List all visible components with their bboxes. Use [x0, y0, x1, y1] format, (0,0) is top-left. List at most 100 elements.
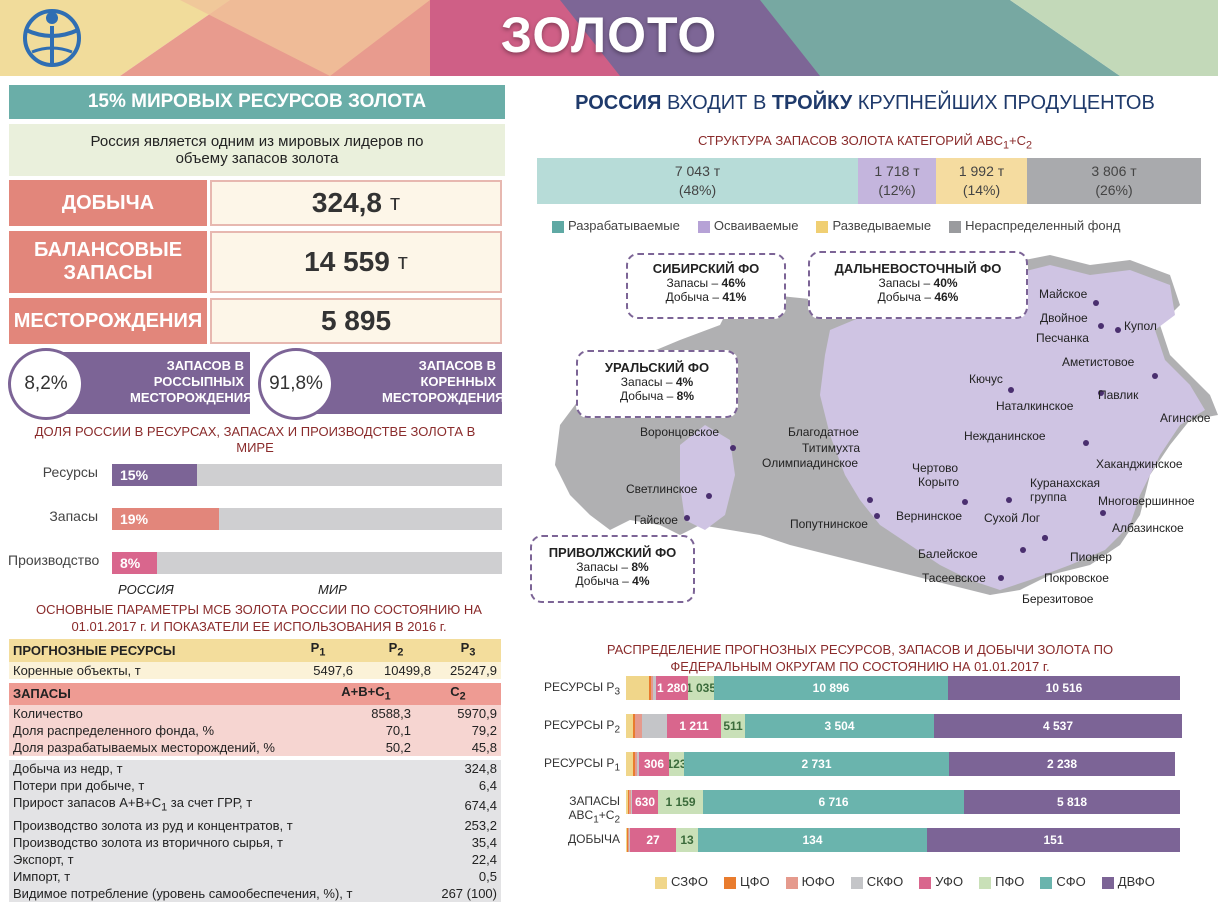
structure-value: 1 992 т: [958, 163, 1005, 179]
stat-number: 14 559: [304, 246, 390, 277]
distribution-row-label: РЕСУРСЫ P1: [544, 756, 620, 774]
deposit-dot: [1098, 323, 1104, 329]
deposit-label: Корыто: [918, 475, 959, 489]
fo-box-far-east: ДАЛЬНЕВОСТОЧНЫЙ ФО Запасы – 40% Добыча –…: [808, 251, 1028, 319]
deposit-label: Олимпиадинское: [762, 456, 859, 470]
params-table-wrap: ПРОГНОЗНЫЕ РЕСУРСЫ P1 P2 P3 Коренные объ…: [9, 639, 501, 902]
legend-swatch: [919, 876, 932, 889]
headline-text: КРУПНЕЙШИХ ПРОДУЦЕНТОВ: [852, 92, 1155, 114]
deposit-label: Кючус: [969, 372, 1003, 386]
table-cell: Коренные объекты, т: [9, 661, 279, 679]
stat-label-mining: ДОБЫЧА: [9, 180, 207, 226]
deposit-label: Двойное: [1040, 311, 1088, 325]
distribution-row-label: ЗАПАСЫ ABC1+C2: [568, 794, 621, 826]
distribution-segment: 1 035: [688, 676, 714, 700]
table-row: Доля разрабатываемых месторождений, % 50…: [9, 739, 501, 757]
distribution-segment: [626, 676, 649, 700]
deposit-label: Албазинское: [1112, 521, 1184, 535]
distribution-segment: [628, 828, 629, 852]
distribution-segment: 6 716: [703, 790, 964, 814]
legend-item: Нераспределенный фонд: [949, 218, 1120, 233]
deposit-label: Агинское: [1160, 411, 1211, 425]
usage-table: Добыча из недр, т 324,8 Потери при добыче…: [9, 760, 501, 902]
deposit-dot: [1100, 510, 1106, 516]
structure-title: СТРУКТУРА ЗАПАСОВ ЗОЛОТА КАТЕГОРИЙ ABC1+…: [697, 133, 1033, 152]
distribution-segment: [642, 714, 667, 738]
fo-line: Добыча – 46%: [877, 290, 959, 304]
deposit-dot: [1006, 497, 1012, 503]
distribution-segment: 306: [639, 752, 669, 776]
stat-value-deposits: 5 895: [210, 298, 502, 344]
table-cell: 79,2: [415, 722, 501, 740]
deposit-dot: [1042, 535, 1048, 541]
legend-swatch: [697, 220, 710, 233]
fo-line: Добыча – 41%: [665, 290, 747, 304]
russia-map: СИБИРСКИЙ ФО Запасы – 46% Добыча – 41% Д…: [530, 245, 1218, 635]
share-bar-track: [112, 552, 502, 574]
lode-deposits-box: ЗАПАСОВ В КОРЕННЫХ МЕСТОРОЖДЕНИЯХ: [312, 352, 513, 414]
distribution-segment: 13: [676, 828, 698, 852]
table-header-cell: ПРОГНОЗНЫЕ РЕСУРСЫ: [9, 639, 279, 662]
lode-percent-circle: 91,8%: [258, 348, 334, 420]
distribution-segment: [653, 676, 656, 700]
share-bar-fill: 19%: [112, 508, 219, 530]
distribution-bar: 306 123 2 731 2 238: [626, 752, 1181, 776]
deposit-dot: [874, 513, 880, 519]
distribution-segment: 630: [632, 790, 658, 814]
deposit-dot: [730, 445, 736, 451]
distribution-segment: [633, 752, 635, 776]
legend-swatch: [850, 876, 863, 889]
page-title: ЗОЛОТО: [500, 7, 718, 63]
deposit-dot: [1008, 387, 1014, 393]
deposit-label: Гайское: [634, 513, 678, 527]
table-row: Коренные объекты, т 5497,6 10499,8 25247…: [9, 661, 501, 679]
reserves-table: ЗАПАСЫ A+B+C1 C2 Количество 8588,3 5970,…: [9, 682, 501, 761]
structure-percent: (48%): [678, 182, 717, 198]
legend-item: СЗФО: [655, 874, 708, 889]
legend-item: СКФО: [850, 874, 903, 889]
deposit-label: Сухой Лог: [984, 511, 1041, 525]
deposit-label: Майское: [1039, 287, 1088, 301]
deposit-dot: [962, 499, 968, 505]
legend-swatch: [1101, 876, 1114, 889]
distribution-segment: [637, 752, 639, 776]
fo-name: СИБИРСКИЙ ФО: [652, 261, 760, 276]
fo-name: УРАЛЬСКИЙ ФО: [604, 360, 710, 375]
distribution-segment: 151: [927, 828, 1180, 852]
legend-item: ЦФО: [723, 874, 770, 889]
deposit-dot: [1083, 440, 1089, 446]
legend-item: ЮФО: [785, 874, 835, 889]
legend-item: СФО: [1040, 874, 1086, 889]
structure-bar: 7 043 т (48%) 1 718 т (12%) 1 992 т (14%) 3 80…: [537, 158, 1201, 204]
share-bar-label: Производство: [8, 552, 100, 568]
stat-unit: т: [397, 249, 408, 274]
table-row: Прирост запасов A+B+C1 за счет ГРР, т 674…: [9, 794, 501, 817]
table-header-cell: C2: [415, 682, 501, 706]
distribution-chart: РЕСУРСЫ P3 1 280 1 035 10 896 10 516 РЕСУРСЫ …: [520, 676, 1210, 866]
deposit-dot: [1098, 390, 1104, 396]
legend-item: Разрабатываемые: [552, 218, 680, 233]
structure-segment: 7 043 т (48%): [537, 158, 858, 204]
deposit-dot: [867, 497, 873, 503]
fo-line: Добыча – 8%: [619, 389, 695, 403]
distribution-segment: 10 516: [948, 676, 1180, 700]
deposit-label: Хаканджинское: [1096, 457, 1183, 471]
distribution-segment: 10 896: [714, 676, 948, 700]
world-share-banner: 15% МИРОВЫХ РЕСУРСОВ ЗОЛОТА: [9, 85, 505, 119]
distribution-segment: [629, 828, 630, 852]
table-cell: 5970,9: [415, 705, 501, 723]
map-shapes: [555, 255, 1218, 595]
table-row: ПРОГНОЗНЫЕ РЕСУРСЫ P1 P2 P3: [9, 639, 501, 662]
distribution-segment: [629, 790, 631, 814]
intro-text: Россия является одним из мировых лидеров…: [9, 124, 505, 176]
share-bar-label: Ресурсы: [42, 464, 98, 480]
distribution-legend: СЗФО ЦФО ЮФО СКФО УФО ПФО СФО ДВФО: [655, 874, 1215, 889]
distribution-segment: 5 818: [964, 790, 1180, 814]
fo-line: Запасы – 46%: [666, 276, 746, 290]
share-bar-label: Запасы: [49, 508, 98, 524]
distribution-segment: 2 731: [684, 752, 949, 776]
headline-bold: ТРОЙКУ: [771, 92, 853, 114]
table-row: Видимое потребление (уровень самообеспеч…: [9, 884, 501, 902]
fo-name: ДАЛЬНЕВОСТОЧНЫЙ ФО: [834, 261, 1002, 276]
structure-segment: 1 992 т (14%): [936, 158, 1027, 204]
